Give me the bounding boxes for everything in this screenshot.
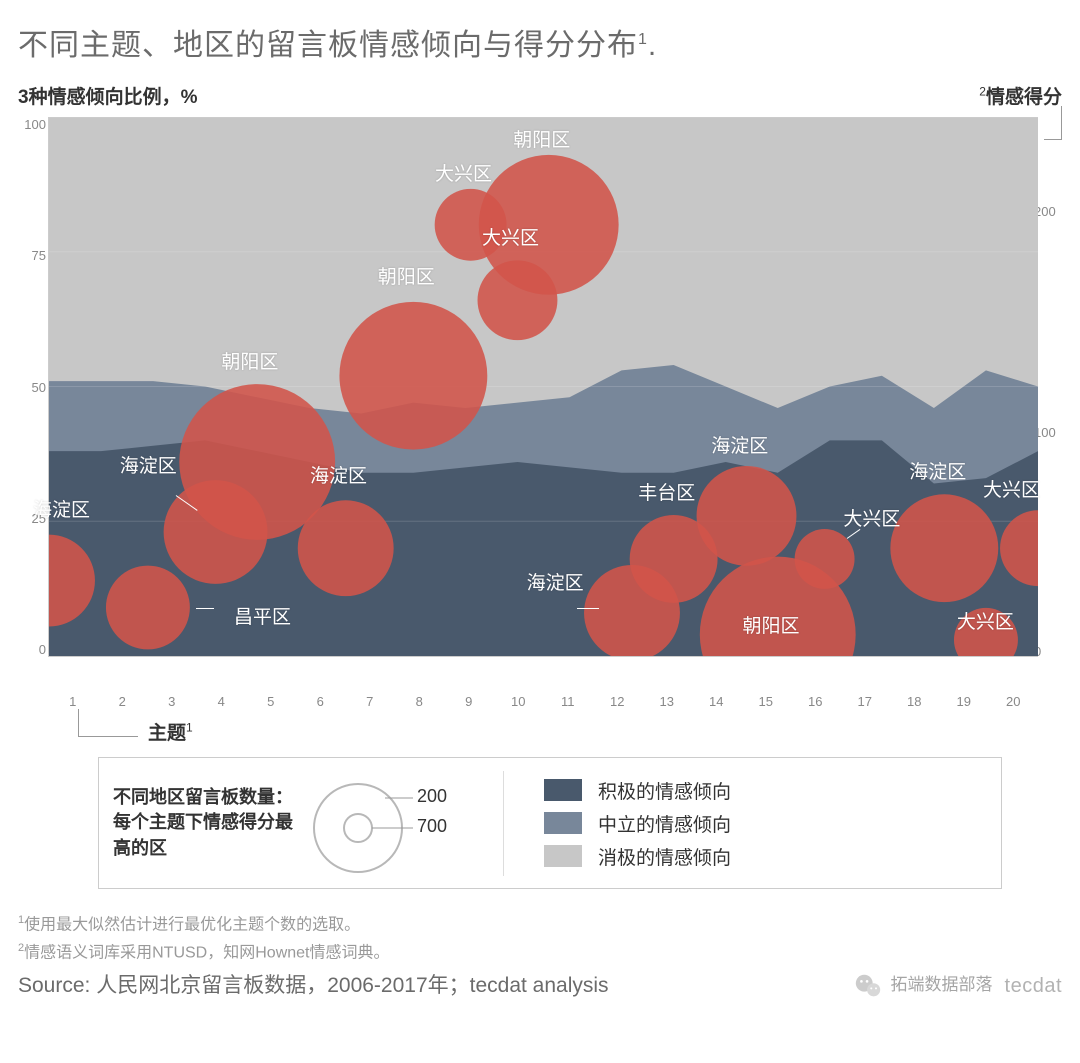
wechat-badge: 拓端数据部落 tecdat [853, 969, 1062, 1003]
legend-item: 积极的情感倾向 [544, 777, 987, 804]
footnotes: 1使用最大似然估计进行最优化主题个数的选取。 2情感语义词库采用NTUSD，知网… [18, 911, 1062, 1004]
legend-swatch [544, 845, 582, 867]
legend-item: 中立的情感倾向 [544, 810, 987, 837]
chart-area: 1007550250 2001000 海淀区昌平区海淀区朝阳区海淀区朝阳区大兴区… [48, 117, 1032, 687]
plot: 海淀区昌平区海淀区朝阳区海淀区朝阳区大兴区大兴区朝阳区海淀区丰台区海淀区朝阳区大… [48, 117, 1038, 657]
legend-bubble-scale: 200 700 [303, 768, 453, 878]
logo: tecdat [1005, 969, 1062, 1003]
chart-title: 不同主题、地区的留言板情感倾向与得分分布1. [18, 20, 1062, 64]
subtitle-row: 3种情感倾向比例，% 2情感得分 [18, 82, 1062, 109]
x-axis: 1234567891011121314151617181920 [48, 694, 1038, 709]
source-text: Source: 人民网北京留言板数据，2006-2017年；tecdat ana… [18, 968, 609, 1004]
y-axis-right: 2001000 [1034, 117, 1064, 657]
legend: 不同地区留言板数量：每个主题下情感得分最高的区 200 700 积极的情感倾向中… [98, 757, 1002, 889]
legend-swatch [544, 812, 582, 834]
legend-sentiment: 积极的情感倾向中立的情感倾向消极的情感倾向 [503, 771, 987, 876]
wechat-icon [853, 971, 883, 1001]
left-axis-title: 3种情感倾向比例，% [18, 82, 197, 109]
right-axis-title: 2情感得分 [979, 82, 1062, 109]
legend-swatch [544, 779, 582, 801]
legend-bubble-title: 不同地区留言板数量：每个主题下情感得分最高的区 [113, 785, 293, 861]
x-axis-caption: 主题1 [78, 709, 193, 745]
legend-item: 消极的情感倾向 [544, 843, 987, 870]
y-axis-left: 1007550250 [20, 117, 46, 657]
